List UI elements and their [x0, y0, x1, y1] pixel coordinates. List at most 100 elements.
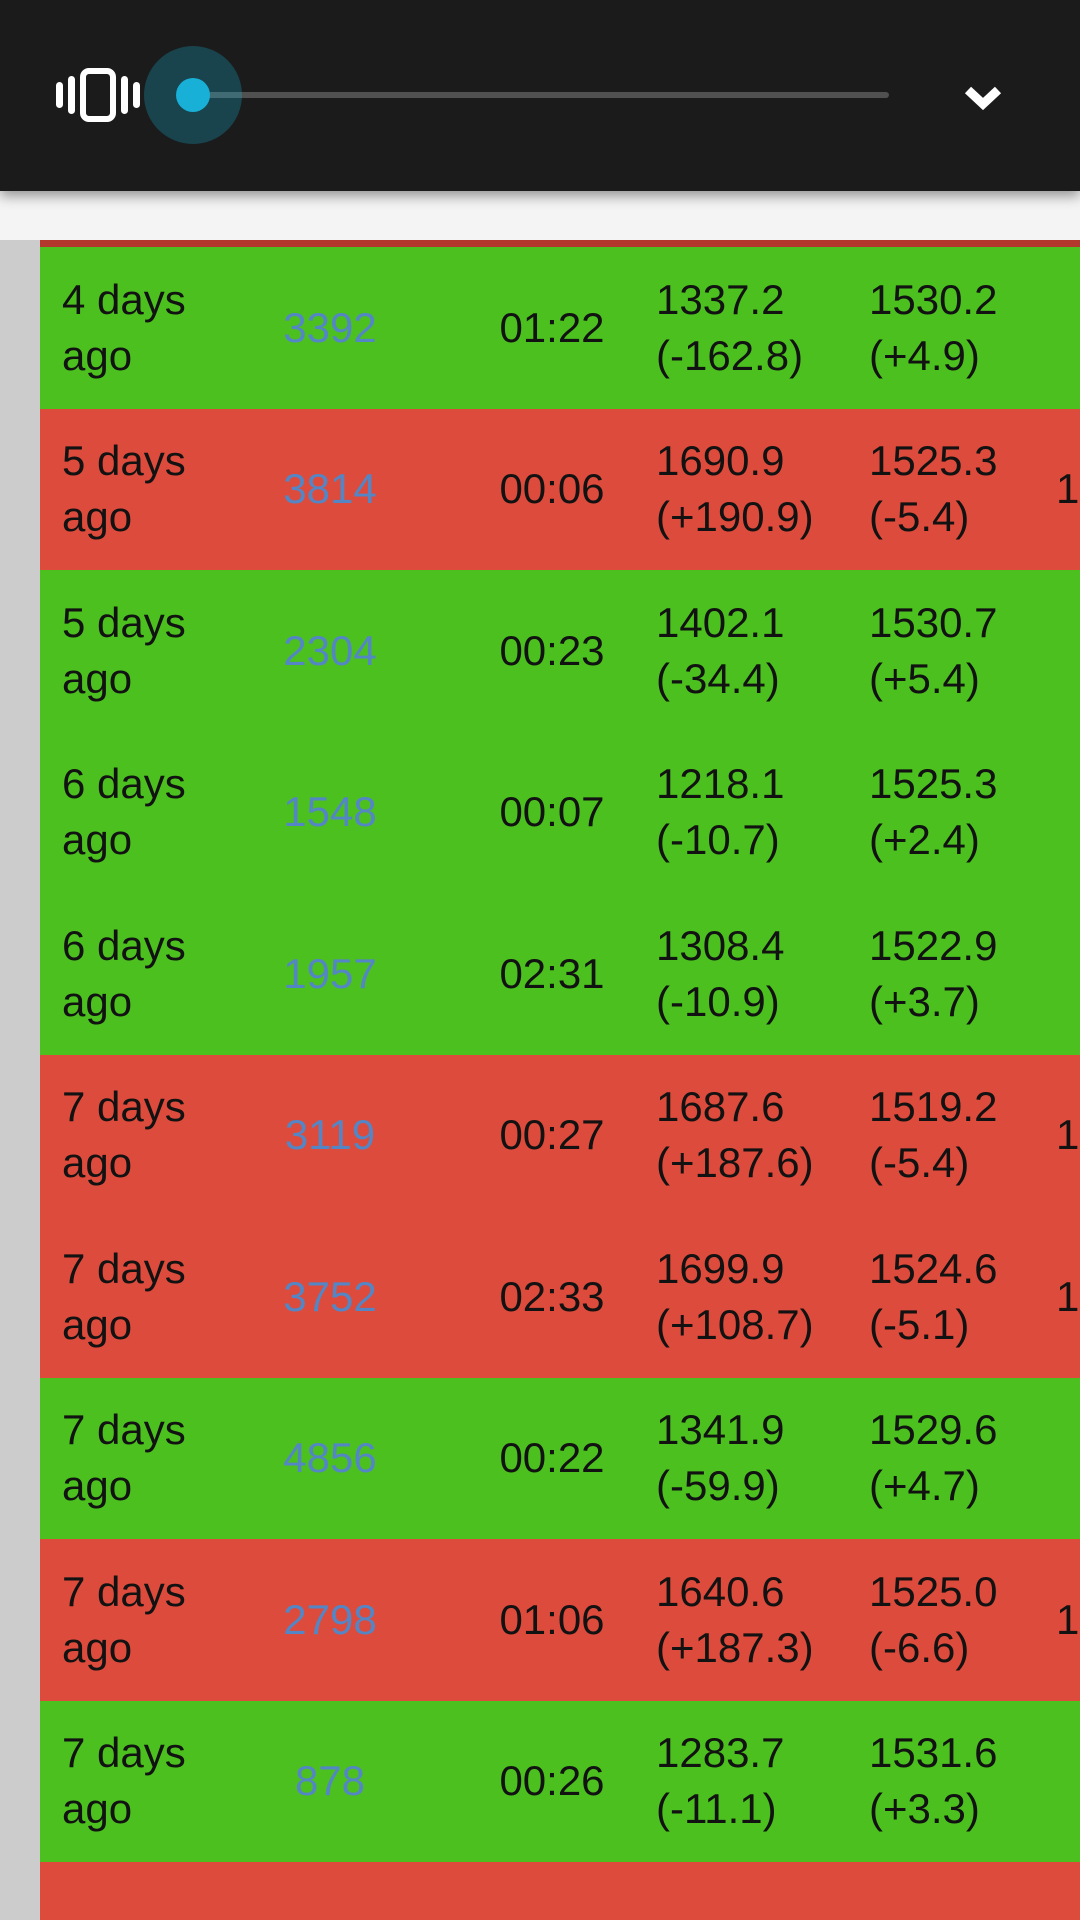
row-value1: 1308.4 — [656, 921, 785, 969]
table-row[interactable]: 11 days 1710.8 1528.3 — [40, 1862, 1080, 1920]
row-duration: 00:23 — [499, 626, 605, 674]
vibrate-icon[interactable] — [56, 67, 140, 123]
row-count-cell: 3392 — [225, 247, 435, 409]
row-value2: 1524.6 — [869, 1244, 998, 1292]
row-value1: 1218.1 — [656, 760, 785, 808]
row-age: 5 days ago — [62, 437, 186, 541]
row-value1: 1699.9 — [656, 1244, 785, 1292]
row-delta2: (+4.9) — [869, 331, 980, 379]
table-row[interactable]: 5 days ago 2304 00:23 1402.1 (-34.4) 153… — [40, 570, 1080, 732]
row-delta1: (-59.9) — [656, 1462, 780, 1510]
table-row[interactable]: 7 days ago 3752 02:33 1699.9 (+108.7) 15… — [40, 1216, 1080, 1378]
row-count-cell: 3814 — [225, 409, 435, 571]
row-duration: 02:33 — [499, 1272, 605, 1320]
row-value1-cell: 1690.9 (+190.9) — [656, 409, 866, 571]
vibrate-wave-inner-left — [68, 76, 75, 114]
row-value2-cell: 1524.6 (-5.1) — [869, 1216, 1054, 1378]
volume-slider-track[interactable] — [193, 92, 889, 98]
row-age: 7 days ago — [62, 1406, 186, 1510]
row-value1: 1640.6 — [656, 1567, 785, 1615]
row-age: 6 days ago — [62, 921, 186, 1025]
row-count-cell — [225, 1862, 435, 1920]
row-extra — [1056, 1378, 1080, 1540]
volume-slider-thumb[interactable] — [176, 78, 210, 112]
row-value1: 1690.9 — [656, 437, 785, 485]
row-extra — [1056, 570, 1080, 732]
results-table: 4 days ago 3392 01:22 1337.2 (-162.8) 15… — [40, 240, 1080, 1920]
row-count-link[interactable]: 3119 — [284, 1111, 376, 1159]
row-extra: 1: — [1056, 1111, 1080, 1159]
row-count-link[interactable]: 2798 — [283, 1595, 377, 1643]
results-table-area: 4 days ago 3392 01:22 1337.2 (-162.8) 15… — [0, 240, 1080, 1920]
row-value2: 1519.2 — [869, 1083, 998, 1131]
row-age: 5 days ago — [62, 598, 186, 702]
row-value2: 1525.0 — [869, 1567, 998, 1615]
row-value2-cell: 1529.6 (+4.7) — [869, 1378, 1054, 1540]
row-extra — [1056, 1701, 1080, 1863]
app-toolbar-strip — [0, 191, 1080, 240]
table-rows: 4 days ago 3392 01:22 1337.2 (-162.8) 15… — [40, 247, 1080, 1920]
row-extra — [1056, 1862, 1080, 1920]
table-row[interactable]: 7 days ago 878 00:26 1283.7 (-11.1) 1531… — [40, 1700, 1080, 1863]
row-age: 11 days — [62, 1862, 227, 1920]
row-count-cell: 3752 — [225, 1216, 435, 1378]
row-extra: 1: — [1056, 465, 1080, 513]
table-row[interactable]: 6 days ago 1957 02:31 1308.4 (-10.9) 152… — [40, 893, 1080, 1055]
row-count-cell: 3119 — [225, 1055, 435, 1217]
row-value1: 1687.6 — [656, 1083, 785, 1131]
row-count-link[interactable]: 3752 — [283, 1272, 377, 1320]
row-value1-cell: 1710.8 — [656, 1862, 866, 1920]
row-value1-cell: 1341.9 (-59.9) — [656, 1378, 866, 1540]
volume-slider[interactable] — [144, 0, 910, 191]
row-duration: 02:31 — [499, 949, 605, 997]
row-value2: 1525.3 — [869, 760, 998, 808]
row-delta2: (-5.1) — [869, 1300, 970, 1348]
row-delta1: (-34.4) — [656, 654, 780, 702]
row-value1-cell: 1699.9 (+108.7) — [656, 1216, 866, 1378]
row-value1-cell: 1687.6 (+187.6) — [656, 1055, 866, 1217]
row-value1-cell: 1218.1 (-10.7) — [656, 732, 866, 894]
row-value1-cell: 1640.6 (+187.3) — [656, 1539, 866, 1701]
row-delta2: (+3.7) — [869, 977, 980, 1025]
row-duration: 01:22 — [499, 303, 605, 351]
row-value2-cell: 1525.3 (+2.4) — [869, 732, 1054, 894]
volume-panel — [0, 0, 1080, 191]
row-delta2: (+2.4) — [869, 816, 980, 864]
row-delta2: (+4.7) — [869, 1462, 980, 1510]
row-duration: 00:06 — [499, 465, 605, 513]
row-count-link[interactable]: 1548 — [283, 788, 377, 836]
table-row[interactable]: 7 days ago 4856 00:22 1341.9 (-59.9) 152… — [40, 1377, 1080, 1540]
row-delta2: (-5.4) — [869, 493, 970, 541]
row-extra: 1: — [1056, 1595, 1080, 1643]
row-value1-cell: 1308.4 (-10.9) — [656, 893, 866, 1055]
expand-volume-button[interactable] — [953, 74, 1013, 122]
table-row[interactable]: 5 days ago 3814 00:06 1690.9 (+190.9) 15… — [40, 408, 1080, 571]
phone-outline-icon — [80, 68, 116, 122]
row-count-link[interactable]: 3392 — [283, 303, 377, 351]
row-count-link[interactable]: 2304 — [283, 626, 377, 674]
row-value1: 1283.7 — [656, 1729, 785, 1777]
row-delta2: (+3.3) — [869, 1785, 980, 1833]
row-value2-cell: 1519.2 (-5.4) — [869, 1055, 1054, 1217]
table-row[interactable]: 6 days ago 1548 00:07 1218.1 (-10.7) 152… — [40, 731, 1080, 894]
table-row[interactable]: 7 days ago 2798 01:06 1640.6 (+187.3) 15… — [40, 1539, 1080, 1701]
row-delta1: (+190.9) — [656, 493, 814, 541]
row-count-link[interactable]: 878 — [294, 1757, 366, 1805]
row-extra — [1056, 893, 1080, 1055]
row-value1-cell: 1337.2 (-162.8) — [656, 247, 866, 409]
row-age: 7 days ago — [62, 1729, 186, 1833]
row-value2-cell: 1530.2 (+4.9) — [869, 247, 1054, 409]
row-count-cell: 2304 — [225, 570, 435, 732]
row-duration: 01:06 — [499, 1595, 605, 1643]
row-value2-cell: 1525.3 (-5.4) — [869, 409, 1054, 571]
left-gutter — [0, 240, 40, 1920]
row-count-cell: 4856 — [225, 1378, 435, 1540]
row-count-link[interactable]: 3814 — [283, 465, 377, 513]
row-count-link[interactable]: 4856 — [283, 1434, 377, 1482]
row-age: 6 days ago — [62, 760, 186, 864]
row-count-cell: 1957 — [225, 893, 435, 1055]
row-count-link[interactable]: 1957 — [283, 949, 377, 997]
vibrate-wave-outer-right — [133, 82, 140, 108]
table-row[interactable]: 4 days ago 3392 01:22 1337.2 (-162.8) 15… — [40, 247, 1080, 409]
table-row[interactable]: 7 days ago 3119 00:27 1687.6 (+187.6) 15… — [40, 1054, 1080, 1217]
